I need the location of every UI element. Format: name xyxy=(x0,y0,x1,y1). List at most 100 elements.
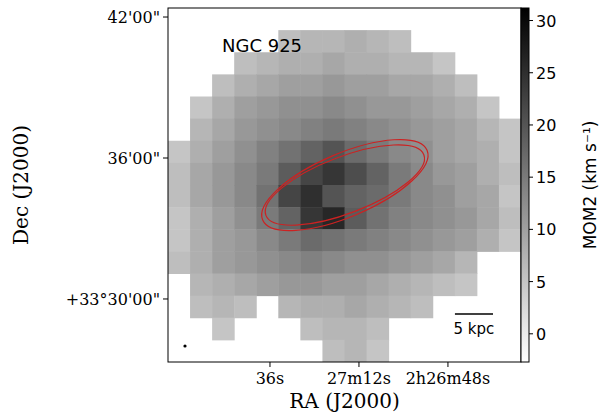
cell xyxy=(433,74,456,97)
colorbar-title: MOM2 (km s⁻¹) xyxy=(580,121,600,250)
cell xyxy=(234,251,257,274)
x-tick xyxy=(358,362,359,367)
cell xyxy=(367,229,390,252)
cell xyxy=(433,97,456,120)
cell xyxy=(300,30,323,53)
cell xyxy=(411,296,434,319)
region-ellipse xyxy=(250,121,439,249)
cell xyxy=(300,97,323,120)
cell xyxy=(190,251,213,274)
cell xyxy=(389,97,412,120)
cell xyxy=(168,251,191,274)
cell xyxy=(300,318,323,341)
cell xyxy=(278,229,301,252)
y-tick-label: 36'00" xyxy=(108,149,160,168)
colorbar-tick-label: 30 xyxy=(536,12,556,31)
cell xyxy=(367,251,390,274)
cell xyxy=(367,119,390,142)
cell xyxy=(477,163,500,186)
cell xyxy=(411,251,434,274)
cell xyxy=(300,274,323,297)
cell xyxy=(433,185,456,208)
colorbar-tick xyxy=(529,177,533,178)
cell xyxy=(455,251,478,274)
cell xyxy=(256,163,279,186)
cell xyxy=(345,251,368,274)
cell xyxy=(256,74,279,97)
chart: 5 kpcNGC 92536s27m12s2h26m48s+33°30'00"3… xyxy=(0,0,613,416)
cell xyxy=(345,119,368,142)
cell xyxy=(212,251,235,274)
cell xyxy=(234,274,257,297)
cell xyxy=(411,74,434,97)
cell xyxy=(190,296,213,319)
cell xyxy=(234,185,257,208)
cell xyxy=(345,52,368,75)
x-tick xyxy=(447,362,448,367)
cell xyxy=(345,296,368,319)
cell xyxy=(345,340,368,362)
cell xyxy=(477,141,500,164)
cell xyxy=(190,97,213,120)
cell xyxy=(190,274,213,297)
x-tick-label: 2h26m48s xyxy=(406,369,491,388)
cell xyxy=(212,274,235,297)
cell xyxy=(367,52,390,75)
cell xyxy=(499,185,521,208)
cell xyxy=(168,185,191,208)
cell xyxy=(455,119,478,142)
cell xyxy=(367,296,390,319)
cell xyxy=(212,207,235,230)
scale-bar-label: 5 kpc xyxy=(454,320,495,338)
cell xyxy=(322,251,345,274)
frame xyxy=(168,8,521,362)
cell xyxy=(499,119,521,142)
cell xyxy=(367,274,390,297)
x-tick-label: 36s xyxy=(256,369,285,388)
cell xyxy=(256,97,279,120)
cell xyxy=(256,119,279,142)
cell xyxy=(190,163,213,186)
cell xyxy=(278,251,301,274)
cell xyxy=(190,207,213,230)
y-tick xyxy=(163,158,168,159)
cell xyxy=(389,74,412,97)
cell xyxy=(433,141,456,164)
cell xyxy=(411,229,434,252)
cell xyxy=(322,163,345,186)
cell xyxy=(300,74,323,97)
cell xyxy=(212,163,235,186)
cell xyxy=(455,207,478,230)
cell xyxy=(322,185,345,208)
cell xyxy=(234,97,257,120)
x-tick-label: 27m12s xyxy=(327,369,391,388)
map xyxy=(168,30,521,362)
cell xyxy=(322,119,345,142)
cell xyxy=(455,229,478,252)
beam xyxy=(183,344,186,347)
cell xyxy=(322,296,345,319)
cell xyxy=(411,97,434,120)
colorbar-tick xyxy=(529,281,533,282)
colorbar-tick xyxy=(529,333,533,334)
cell xyxy=(300,119,323,142)
cell xyxy=(411,274,434,297)
colorbar-tick-label: 15 xyxy=(536,168,556,187)
y-tick-label: +33°30'00" xyxy=(66,290,160,309)
cell xyxy=(367,163,390,186)
y-tick xyxy=(163,298,168,299)
cell xyxy=(256,229,279,252)
cell xyxy=(212,74,235,97)
cell xyxy=(300,229,323,252)
cell xyxy=(455,97,478,120)
cell xyxy=(345,318,368,341)
x-tick xyxy=(269,362,270,367)
cell xyxy=(190,229,213,252)
cell xyxy=(433,229,456,252)
cell xyxy=(212,229,235,252)
cell xyxy=(345,97,368,120)
cell xyxy=(212,97,235,120)
cell xyxy=(455,185,478,208)
cell xyxy=(499,207,521,230)
colorbar-tick-label: 10 xyxy=(536,220,556,239)
